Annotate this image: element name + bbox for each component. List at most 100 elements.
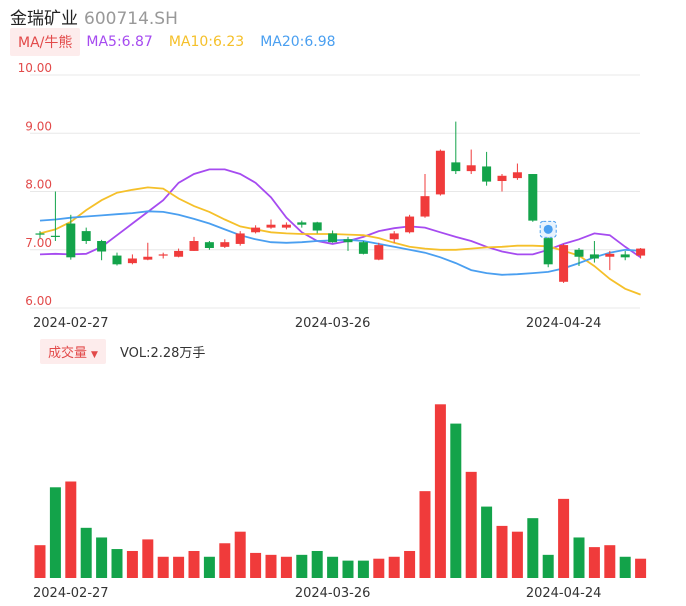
- volume-bar: [126, 550, 138, 578]
- candle-body: [620, 254, 630, 258]
- price-tick-label: 7.00: [25, 236, 52, 250]
- volume-bar: [388, 556, 400, 578]
- volume-bar: [419, 491, 431, 578]
- price-tick-label: 6.00: [25, 294, 52, 308]
- candle-body: [451, 162, 461, 172]
- stock-code: 600714.SH: [84, 9, 178, 29]
- stock-name: 金瑞矿业: [10, 9, 78, 29]
- volume-bar: [604, 545, 616, 578]
- price-tick-label: 10.00: [18, 61, 52, 75]
- volume-bar: [265, 554, 277, 578]
- volume-bar: [496, 525, 508, 578]
- volume-bar: [250, 552, 262, 578]
- price-tick-label: 9.00: [25, 119, 52, 133]
- volume-bar: [450, 423, 462, 578]
- stock-title: 金瑞矿业 600714.SH: [10, 4, 178, 29]
- volume-bar: [34, 545, 46, 578]
- ma20-line: [39, 210, 641, 276]
- volume-bar: [342, 560, 354, 578]
- candle-body: [328, 233, 338, 243]
- volume-bar: [465, 471, 477, 578]
- marker-dot: [543, 224, 553, 234]
- volume-bar: [157, 556, 169, 578]
- candle-body: [636, 248, 646, 256]
- volume-bar: [173, 556, 185, 578]
- volume-bar: [296, 554, 308, 578]
- candlesticks: [35, 121, 646, 283]
- date-tick-label: 2024-02-27: [33, 586, 109, 601]
- candle-body: [220, 242, 230, 247]
- volume-bar: [619, 556, 631, 578]
- candle-body: [235, 233, 245, 244]
- volume-toggle-label: 成交量: [48, 345, 88, 361]
- candle-body: [50, 235, 60, 237]
- candle-body: [374, 245, 384, 260]
- candle-body: [358, 242, 368, 254]
- volume-bar: [188, 550, 200, 578]
- volume-bar: [234, 531, 246, 578]
- volume-bar: [311, 550, 323, 578]
- volume-bar: [527, 518, 539, 578]
- volume-value: VOL:2.28万手: [119, 345, 206, 361]
- volume-bar: [142, 539, 154, 578]
- volume-bar: [434, 404, 446, 578]
- date-tick-label: 2024-04-24: [526, 316, 602, 331]
- candle-body: [297, 222, 307, 225]
- candle-body: [127, 258, 137, 264]
- candle-body: [605, 253, 615, 257]
- ma5-label: MA5:6.87: [86, 34, 153, 50]
- candle-body: [189, 241, 199, 251]
- date-tick-label: 2024-04-24: [526, 586, 602, 601]
- volume-bar: [558, 498, 570, 578]
- candle-body: [559, 245, 569, 282]
- volume-bar: [203, 556, 215, 578]
- candle-body: [543, 238, 553, 265]
- candle-body: [389, 233, 399, 240]
- candle-body: [281, 224, 291, 228]
- volume-bar: [573, 537, 585, 578]
- moving-average-lines: [39, 168, 642, 296]
- volume-bar: [404, 550, 416, 578]
- candle-body: [251, 227, 261, 233]
- ma10-line: [39, 186, 641, 296]
- volume-legend: 成交量 ▼ VOL:2.28万手: [40, 338, 206, 364]
- candle-body: [97, 241, 107, 252]
- date-tick-label: 2024-03-26: [295, 316, 371, 331]
- candle-body: [589, 254, 599, 259]
- volume-date-axis-labels: 2024-02-27 2024-03-26 2024-04-24: [33, 586, 601, 601]
- volume-bar: [111, 549, 123, 578]
- candle-body: [204, 242, 214, 249]
- volume-bar: [373, 558, 385, 578]
- date-tick-label: 2024-03-26: [295, 586, 371, 601]
- volume-bar: [80, 527, 92, 578]
- price-tick-label: 8.00: [25, 178, 52, 192]
- volume-bars: [34, 404, 647, 578]
- price-axis-labels: 10.00 9.00 8.00 7.00 6.00: [18, 61, 52, 308]
- volume-bar: [542, 554, 554, 578]
- candle-body: [312, 222, 322, 231]
- date-tick-label: 2024-02-27: [33, 316, 109, 331]
- volume-bar: [481, 506, 493, 578]
- candle-body: [497, 175, 507, 182]
- date-axis-labels: 2024-02-27 2024-03-26 2024-04-24: [33, 316, 601, 331]
- candle-body: [482, 166, 492, 182]
- candle-body: [66, 223, 76, 258]
- candle-body: [158, 254, 168, 256]
- volume-bar: [327, 556, 339, 578]
- volume-bar: [635, 558, 647, 578]
- ma10-label: MA10:6.23: [168, 34, 245, 50]
- volume-bar: [96, 537, 108, 578]
- volume-toggle-button[interactable]: 成交量 ▼: [40, 338, 106, 364]
- candle-body: [512, 172, 522, 179]
- candle-body: [81, 231, 91, 242]
- candle-body: [528, 174, 538, 221]
- ma-toggle-button[interactable]: MA/牛熊: [10, 28, 81, 56]
- candle-body: [420, 196, 430, 217]
- candle-body: [266, 224, 276, 228]
- highlight-marker-icon: [539, 220, 557, 238]
- candle-body: [574, 249, 584, 257]
- volume-bar: [357, 560, 369, 578]
- candle-body: [435, 150, 445, 195]
- volume-bar: [65, 481, 77, 578]
